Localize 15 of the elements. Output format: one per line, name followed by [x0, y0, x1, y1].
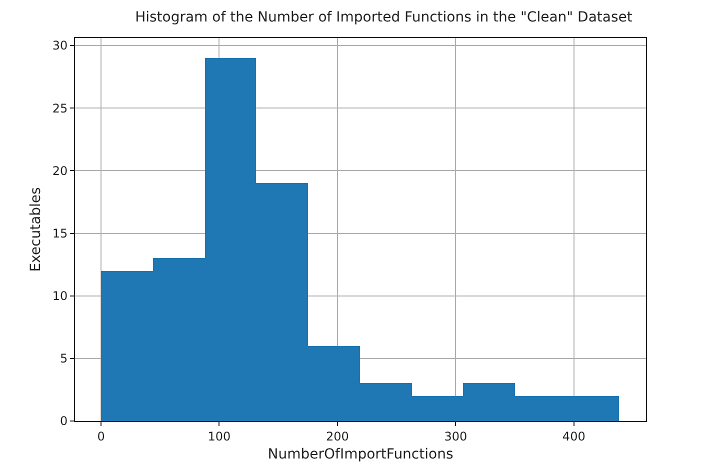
- y-tick-label: 25: [52, 101, 68, 116]
- y-tick-label: 30: [52, 38, 68, 53]
- chart-title: Histogram of the Number of Imported Functions in the "Clean" Dataset: [135, 10, 633, 26]
- x-axis-title: NumberOfImportFunctions: [268, 446, 454, 463]
- x-tick-label: 400: [562, 429, 586, 444]
- x-tick-label: 0: [97, 429, 105, 444]
- x-tick-label: 300: [444, 429, 468, 444]
- y-tick-label: 0: [60, 414, 68, 428]
- y-tick-label: 5: [60, 352, 68, 366]
- y-tick-label: 20: [52, 164, 68, 178]
- y-axis-title: Executables: [28, 187, 44, 272]
- y-tick-label: 10: [52, 289, 68, 304]
- x-tick-label: 200: [326, 429, 349, 444]
- x-tick-label: 100: [208, 429, 231, 444]
- y-tick-label: 15: [52, 226, 68, 240]
